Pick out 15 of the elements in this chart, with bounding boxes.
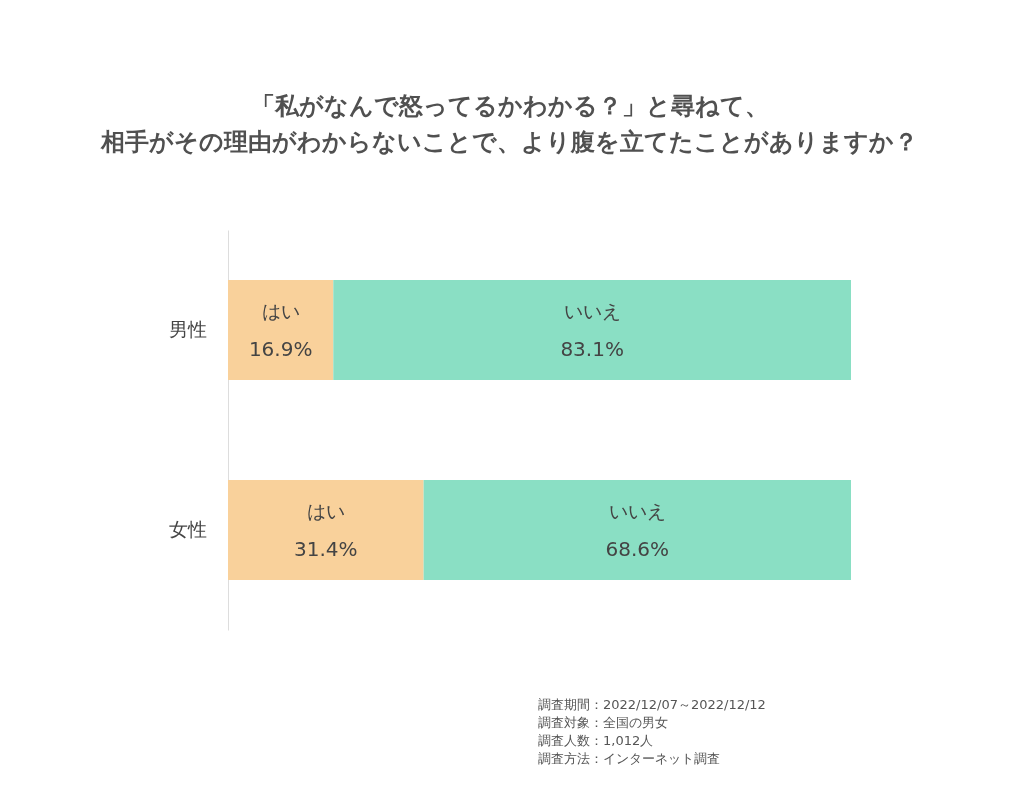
text: いいえ	[608, 500, 666, 522]
text: はい	[306, 500, 345, 522]
series-label: はい	[261, 300, 300, 322]
text: 調査人数：1,012人	[538, 733, 654, 748]
data-label: 83.1%	[560, 337, 624, 361]
y-tick-label: 女性	[168, 518, 207, 540]
data-label: 31.4%	[294, 537, 358, 561]
data-label: 68.6%	[605, 537, 670, 561]
y-tick-label: 男性	[168, 318, 207, 340]
text: 調査方法：インターネット調査	[538, 751, 720, 766]
chart-title: 「私がなんで怒ってるかわかる？」と尋ねて、相手がその理由がわからないことで、より腹を立てたことがありますか？	[100, 92, 918, 156]
text: 調査期間：2022/12/07～2022/12/12	[538, 697, 766, 712]
data-label: 16.9%	[248, 337, 313, 361]
series-label: いいえ	[563, 300, 621, 322]
text: 調査対象：全国の男女	[538, 715, 668, 730]
